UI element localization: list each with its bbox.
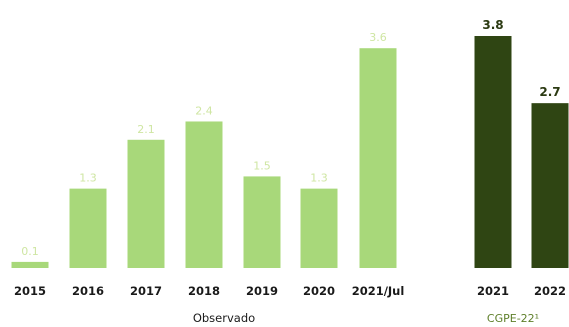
category-label-2019: 2019 bbox=[246, 284, 278, 298]
value-label-2016: 1.3 bbox=[79, 172, 97, 185]
category-label-2017: 2017 bbox=[130, 284, 162, 298]
value-label-2018: 2.4 bbox=[195, 104, 213, 117]
category-label-2020: 2020 bbox=[303, 284, 335, 298]
value-label-2020: 1.3 bbox=[310, 172, 328, 185]
category-label-2021: 2021 bbox=[477, 284, 509, 298]
value-label-2015: 0.1 bbox=[21, 245, 39, 258]
value-label-2021: 3.8 bbox=[482, 18, 503, 32]
bar-2020 bbox=[300, 188, 338, 268]
category-label-2016: 2016 bbox=[72, 284, 104, 298]
group-label-observado: Observado bbox=[193, 311, 255, 325]
bar-2018 bbox=[185, 121, 223, 268]
value-labels-layer: 0.1 1.3 2.1 2.4 1.5 1.3 3.6 3.8 2.7 bbox=[21, 18, 560, 258]
category-label-2022: 2022 bbox=[534, 284, 566, 298]
bar-2017 bbox=[127, 139, 165, 268]
category-label-2015: 2015 bbox=[14, 284, 46, 298]
value-label-2022: 2.7 bbox=[539, 85, 560, 99]
bar-2015 bbox=[11, 261, 49, 268]
category-label-2021-jul: 2021/Jul bbox=[352, 284, 405, 298]
category-label-2018: 2018 bbox=[188, 284, 220, 298]
group-label-cgpe: CGPE-22¹ bbox=[487, 312, 539, 325]
value-label-2017: 2.1 bbox=[137, 123, 155, 136]
bar-2016 bbox=[69, 188, 107, 268]
bars-layer bbox=[11, 36, 569, 268]
bar-2019 bbox=[243, 176, 281, 268]
value-label-2019: 1.5 bbox=[253, 159, 271, 172]
bar-2022 bbox=[531, 103, 569, 268]
bar-2021 bbox=[474, 36, 512, 268]
value-label-2021-jul: 3.6 bbox=[369, 31, 387, 44]
bar-2021-jul bbox=[359, 48, 397, 268]
category-labels-layer: 2015 2016 2017 2018 2019 2020 2021/Jul 2021 2022 bbox=[14, 284, 566, 298]
